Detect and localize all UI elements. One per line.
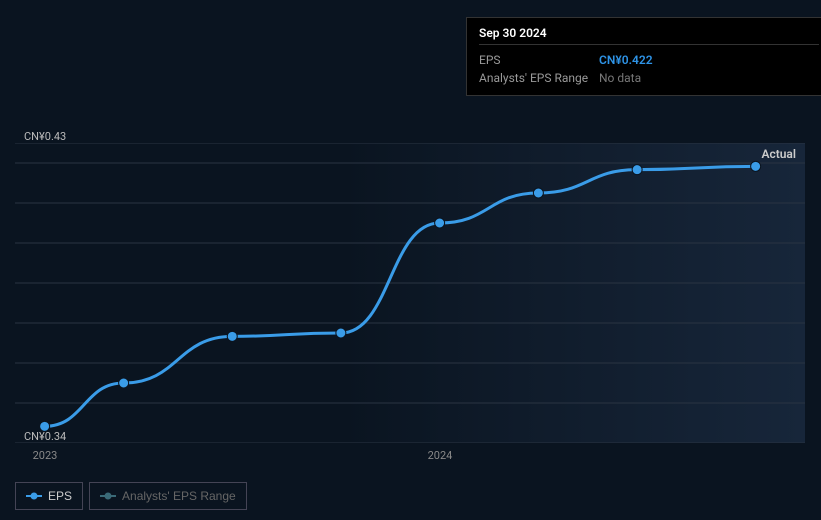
chart-legend: EPS Analysts' EPS Range <box>15 482 247 510</box>
tooltip-row: EPSCN¥0.422 <box>479 51 819 69</box>
legend-label: EPS <box>48 489 72 503</box>
legend-label: Analysts' EPS Range <box>122 489 236 503</box>
tooltip-date: Sep 30 2024 <box>479 26 819 45</box>
tooltip-row: Analysts' EPS RangeNo data <box>479 69 819 87</box>
tooltip-row-value: No data <box>599 71 641 85</box>
legend-swatch-icon <box>100 491 116 501</box>
tooltip-row-label: EPS <box>479 53 599 67</box>
actual-region-label: Actual <box>761 147 796 161</box>
legend-item[interactable]: EPS <box>15 482 83 510</box>
legend-item[interactable]: Analysts' EPS Range <box>89 482 247 510</box>
x-axis-tick-label: 2023 <box>33 449 58 462</box>
line-chart <box>15 143 805 443</box>
chart-tooltip: Sep 30 2024 EPSCN¥0.422Analysts' EPS Ran… <box>466 17 821 96</box>
tooltip-row-label: Analysts' EPS Range <box>479 71 599 85</box>
x-axis-tick-label: 2024 <box>428 449 453 462</box>
tooltip-row-value: CN¥0.422 <box>599 53 653 67</box>
chart-container: { "tooltip": { "date": "Sep 30 2024", "r… <box>0 0 821 520</box>
legend-swatch-icon <box>26 491 42 501</box>
y-axis-max-label: CN¥0.43 <box>24 130 66 143</box>
